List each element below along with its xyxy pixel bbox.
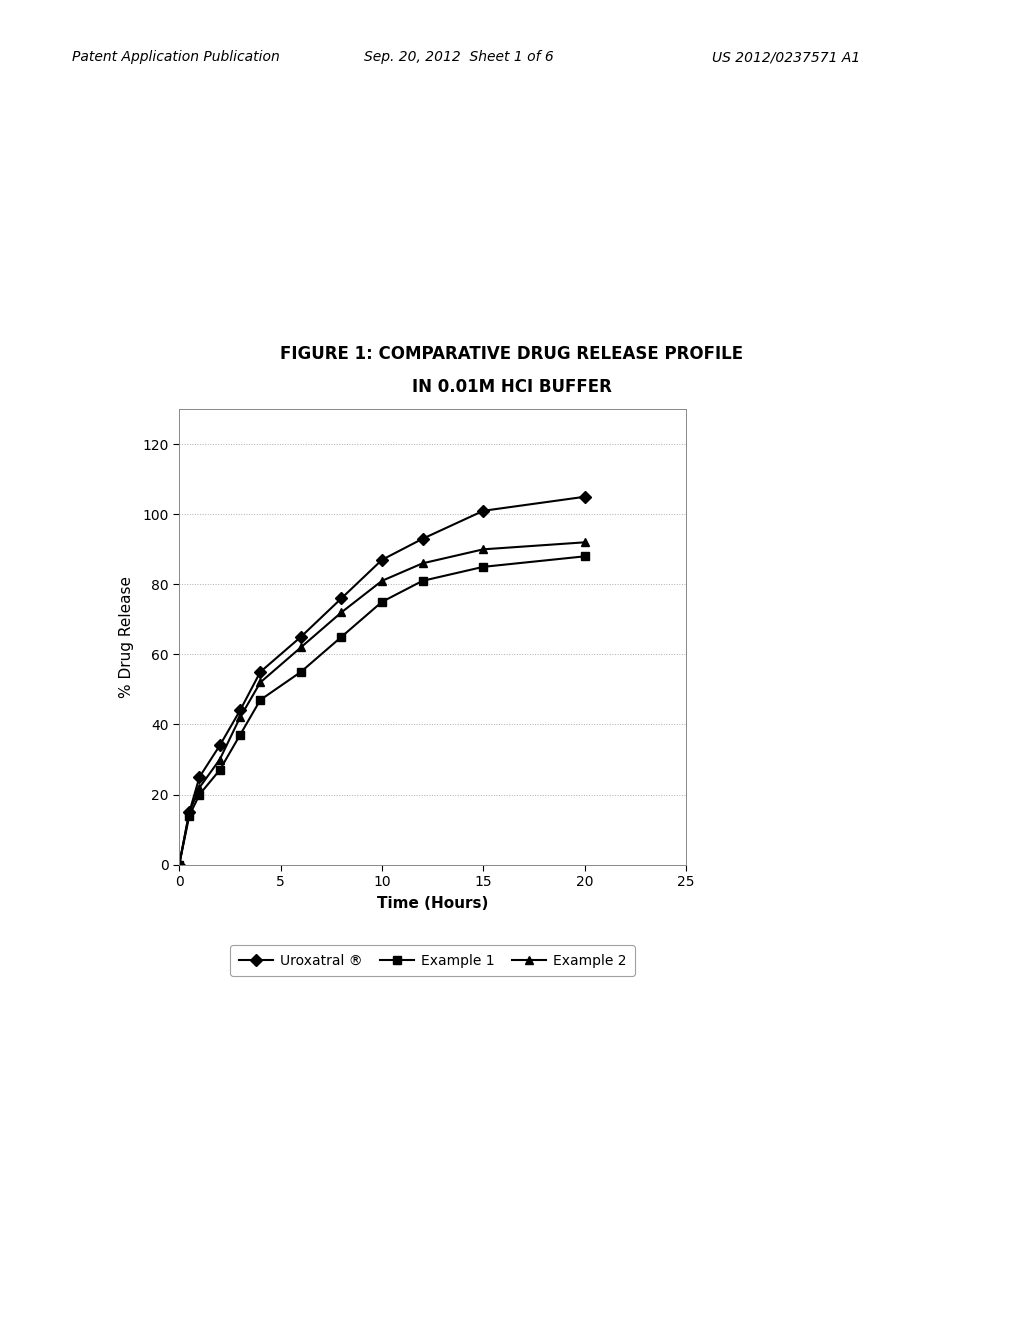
- Uroxatral ®: [173, 857, 185, 873]
- Legend: Uroxatral ®, Example 1, Example 2: Uroxatral ®, Example 1, Example 2: [230, 945, 635, 975]
- Example 1: [173, 857, 185, 873]
- Example 2: [233, 710, 246, 726]
- Example 1: [194, 787, 206, 803]
- Text: IN 0.01M HCI BUFFER: IN 0.01M HCI BUFFER: [412, 378, 612, 396]
- Example 2: [579, 535, 591, 550]
- Example 2: [295, 639, 307, 655]
- Example 1: [477, 558, 489, 574]
- Line: Uroxatral ®: Uroxatral ®: [175, 492, 589, 869]
- Example 2: [173, 857, 185, 873]
- Example 1: [376, 594, 388, 610]
- Example 1: [417, 573, 429, 589]
- Text: FIGURE 1: COMPARATIVE DRUG RELEASE PROFILE: FIGURE 1: COMPARATIVE DRUG RELEASE PROFI…: [281, 345, 743, 363]
- Example 1: [183, 808, 196, 824]
- Text: Patent Application Publication: Patent Application Publication: [72, 50, 280, 65]
- Uroxatral ®: [295, 630, 307, 645]
- X-axis label: Time (Hours): Time (Hours): [377, 896, 488, 911]
- Example 1: [335, 630, 347, 645]
- Example 2: [214, 751, 226, 767]
- Example 1: [579, 548, 591, 564]
- Uroxatral ®: [477, 503, 489, 519]
- Text: US 2012/0237571 A1: US 2012/0237571 A1: [712, 50, 860, 65]
- Uroxatral ®: [183, 804, 196, 820]
- Text: Sep. 20, 2012  Sheet 1 of 6: Sep. 20, 2012 Sheet 1 of 6: [364, 50, 553, 65]
- Uroxatral ®: [233, 702, 246, 718]
- Y-axis label: % Drug Release: % Drug Release: [119, 576, 134, 698]
- Line: Example 1: Example 1: [175, 552, 589, 869]
- Example 2: [417, 556, 429, 572]
- Example 2: [335, 605, 347, 620]
- Uroxatral ®: [417, 531, 429, 546]
- Example 2: [376, 573, 388, 589]
- Example 2: [183, 804, 196, 820]
- Uroxatral ®: [335, 590, 347, 606]
- Example 1: [254, 692, 266, 708]
- Example 1: [214, 762, 226, 777]
- Uroxatral ®: [214, 738, 226, 754]
- Example 1: [233, 727, 246, 743]
- Example 2: [194, 780, 206, 796]
- Line: Example 2: Example 2: [175, 539, 589, 869]
- Example 2: [254, 675, 266, 690]
- Uroxatral ®: [376, 552, 388, 568]
- Uroxatral ®: [579, 488, 591, 504]
- Example 1: [295, 664, 307, 680]
- Uroxatral ®: [254, 664, 266, 680]
- Uroxatral ®: [194, 770, 206, 785]
- Example 2: [477, 541, 489, 557]
